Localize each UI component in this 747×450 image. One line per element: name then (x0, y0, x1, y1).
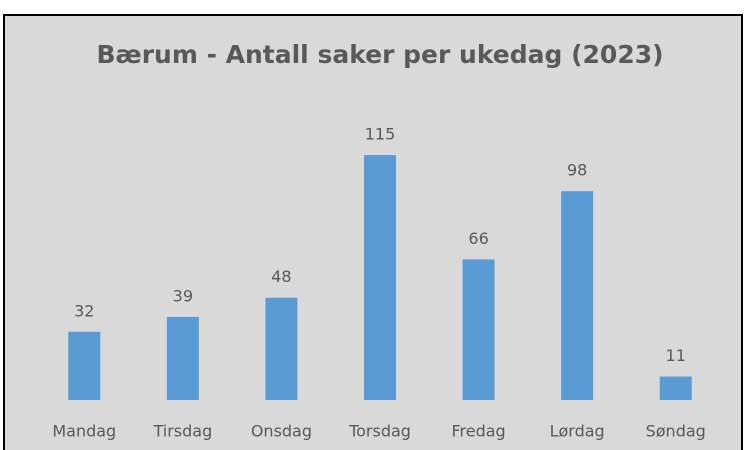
data-label: 66 (468, 229, 488, 248)
data-label: 98 (567, 161, 587, 180)
x-tick-label: Onsdag (251, 422, 312, 441)
bar (265, 297, 298, 400)
data-label: 48 (271, 267, 291, 286)
chart-title: Bærum - Antall saker per ukedag (2023) (96, 40, 663, 69)
bar (462, 259, 495, 400)
x-tick-label: Tirsdag (152, 422, 212, 441)
bar (561, 191, 594, 400)
data-label: 32 (74, 301, 94, 320)
data-label: 39 (173, 286, 193, 305)
bar (166, 316, 199, 400)
x-tick-label: Fredag (451, 422, 505, 441)
data-label: 115 (365, 125, 396, 144)
bar (364, 155, 396, 400)
x-tick-label: Mandag (52, 422, 116, 441)
x-tick-label: Søndag (646, 422, 706, 441)
bar (68, 331, 101, 400)
data-label: 11 (666, 346, 686, 365)
x-tick-label: Torsdag (348, 422, 411, 441)
x-tick-label: Lørdag (550, 422, 605, 441)
bar (659, 376, 692, 400)
